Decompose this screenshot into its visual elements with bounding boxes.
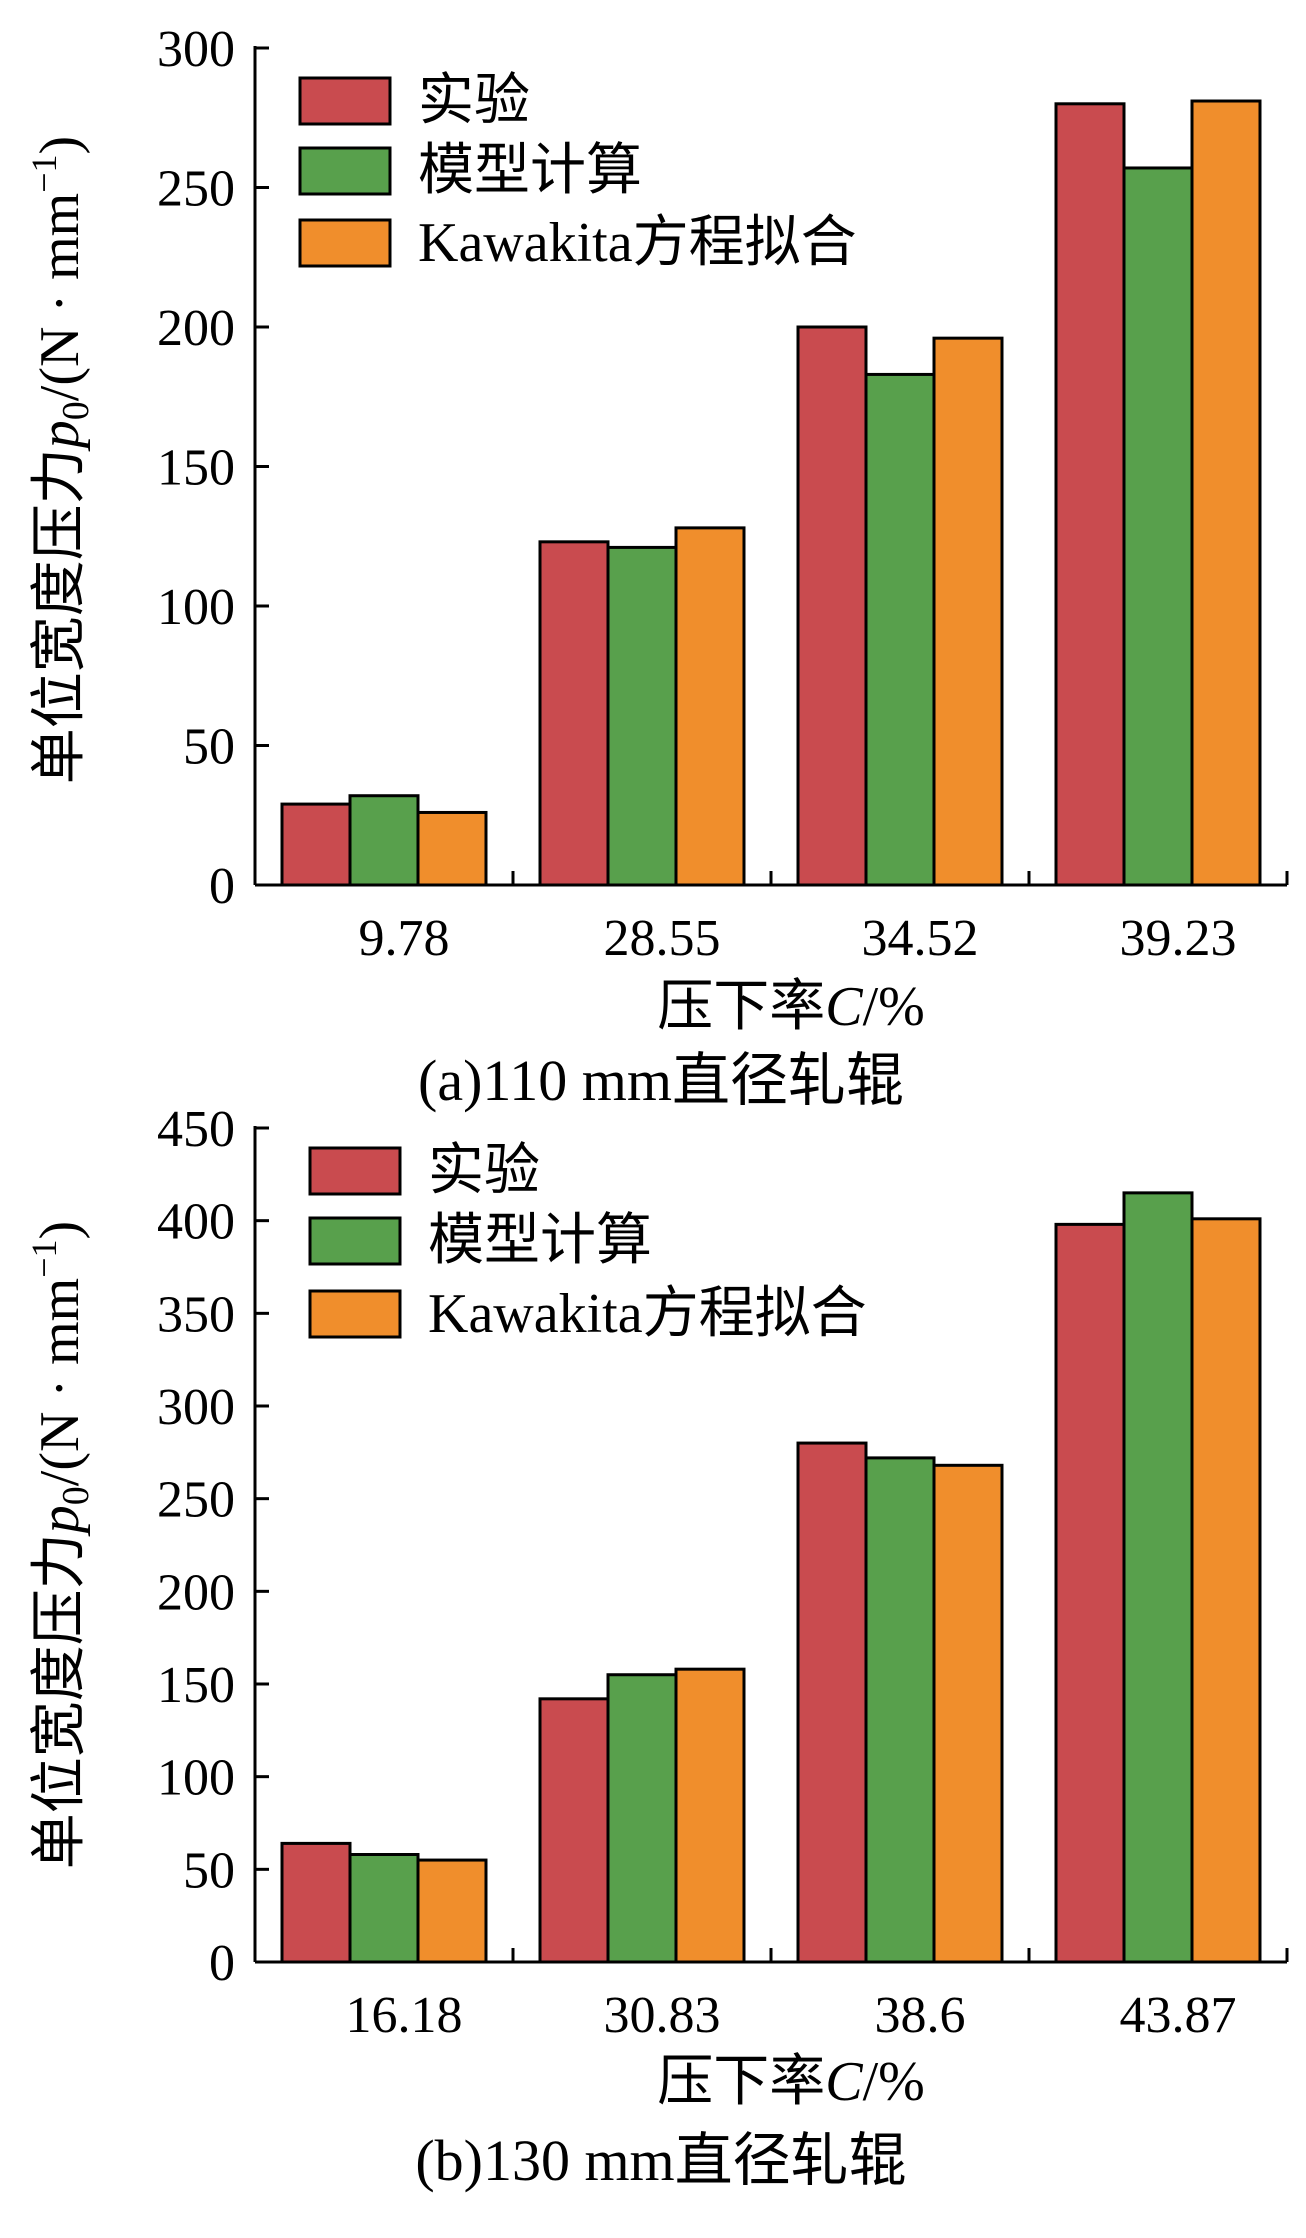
bar-模型计算-16.18 bbox=[348, 1853, 420, 1964]
legend-swatch-1 bbox=[308, 1216, 402, 1266]
legend-label-1: 模型计算 bbox=[418, 140, 642, 202]
bar-模型计算-43.87 bbox=[1122, 1191, 1194, 1964]
bar-模型计算-39.23 bbox=[1122, 166, 1194, 887]
bar-实验-16.18 bbox=[280, 1841, 352, 1964]
panel-caption: (a)110 mm直径轧辊 bbox=[418, 1048, 904, 1113]
y-axis-title: 单位宽度压力p0/(N · mm−1) bbox=[24, 136, 97, 784]
y-tick-label: 50 bbox=[183, 1842, 235, 1899]
y-tick-label: 100 bbox=[157, 1750, 235, 1807]
x-tick-label: 28.55 bbox=[604, 910, 721, 967]
panel-caption: (b)130 mm直径轧辊 bbox=[415, 2128, 906, 2193]
bar-Kawakita方程拟合-9.78 bbox=[416, 810, 488, 887]
bar-实验-28.55 bbox=[538, 540, 610, 887]
legend-swatch-2 bbox=[308, 1289, 402, 1339]
y-tick-label: 150 bbox=[157, 1657, 235, 1714]
legend-label-2: Kawakita方程拟合 bbox=[428, 1283, 867, 1345]
y-axis-title: 单位宽度压力p0/(N · mm−1) bbox=[24, 1221, 97, 1869]
y-tick-label: 150 bbox=[157, 440, 235, 497]
x-tick-label: 39.23 bbox=[1120, 910, 1237, 967]
y-tick-label: 250 bbox=[157, 161, 235, 218]
bar-Kawakita方程拟合-30.83 bbox=[674, 1667, 746, 1964]
x-tick-label: 43.87 bbox=[1120, 1987, 1237, 2044]
bar-实验-43.87 bbox=[1054, 1222, 1126, 1964]
x-axis-title: 压下率C/% bbox=[657, 2051, 925, 2113]
bar-实验-9.78 bbox=[280, 802, 352, 887]
y-tick-label: 350 bbox=[157, 1286, 235, 1343]
y-tick-label: 0 bbox=[209, 858, 235, 915]
y-tick-label: 200 bbox=[157, 1564, 235, 1621]
bar-模型计算-30.83 bbox=[606, 1673, 678, 1964]
bar-Kawakita方程拟合-34.52 bbox=[932, 336, 1004, 887]
y-tick-label: 400 bbox=[157, 1194, 235, 1251]
bar-模型计算-28.55 bbox=[606, 545, 678, 887]
y-tick-label: 450 bbox=[157, 1101, 235, 1158]
y-tick-label: 50 bbox=[183, 719, 235, 776]
bar-实验-38.6 bbox=[796, 1441, 868, 1964]
legend-label-2: Kawakita方程拟合 bbox=[418, 212, 857, 274]
chart-panel-a: 0 50 100 150 200 250 300 9.78 28.55 34.52 39.23 实验模… bbox=[24, 21, 1289, 1113]
legend-label-0: 实验 bbox=[418, 70, 530, 132]
legend-swatch-1 bbox=[298, 146, 392, 196]
bar-实验-34.52 bbox=[796, 325, 868, 887]
y-tick-label: 0 bbox=[209, 1935, 235, 1992]
legend-swatch-0 bbox=[298, 76, 392, 126]
y-tick-label: 100 bbox=[157, 579, 235, 636]
y-tick-label: 300 bbox=[157, 1379, 235, 1436]
bar-Kawakita方程拟合-39.23 bbox=[1190, 99, 1262, 887]
bar-模型计算-38.6 bbox=[864, 1456, 936, 1964]
bar-Kawakita方程拟合-16.18 bbox=[416, 1858, 488, 1964]
bar-实验-30.83 bbox=[538, 1697, 610, 1964]
bar-Kawakita方程拟合-38.6 bbox=[932, 1463, 1004, 1964]
x-axis-title: 压下率C/% bbox=[657, 976, 925, 1038]
legend-swatch-0 bbox=[308, 1146, 402, 1196]
y-tick-label: 300 bbox=[157, 21, 235, 78]
bar-实验-39.23 bbox=[1054, 102, 1126, 887]
legend-label-1: 模型计算 bbox=[428, 1210, 652, 1272]
y-tick-label: 250 bbox=[157, 1472, 235, 1529]
bar-Kawakita方程拟合-43.87 bbox=[1190, 1217, 1262, 1964]
chart-panel-b: 0 50 100 150 200 250 300 350 400 450 16.18 30.83 38.… bbox=[24, 1101, 1289, 2193]
legend-swatch-2 bbox=[298, 218, 392, 268]
y-tick-label: 200 bbox=[157, 300, 235, 357]
x-tick-label: 34.52 bbox=[862, 910, 979, 967]
bar-模型计算-9.78 bbox=[348, 794, 420, 887]
bar-模型计算-34.52 bbox=[864, 372, 936, 887]
x-tick-label: 38.6 bbox=[875, 1987, 966, 2044]
legend-label-0: 实验 bbox=[428, 1140, 540, 1202]
x-tick-label: 9.78 bbox=[359, 910, 450, 967]
bar-Kawakita方程拟合-28.55 bbox=[674, 526, 746, 887]
x-tick-label: 16.18 bbox=[346, 1987, 463, 2044]
x-tick-label: 30.83 bbox=[604, 1987, 721, 2044]
